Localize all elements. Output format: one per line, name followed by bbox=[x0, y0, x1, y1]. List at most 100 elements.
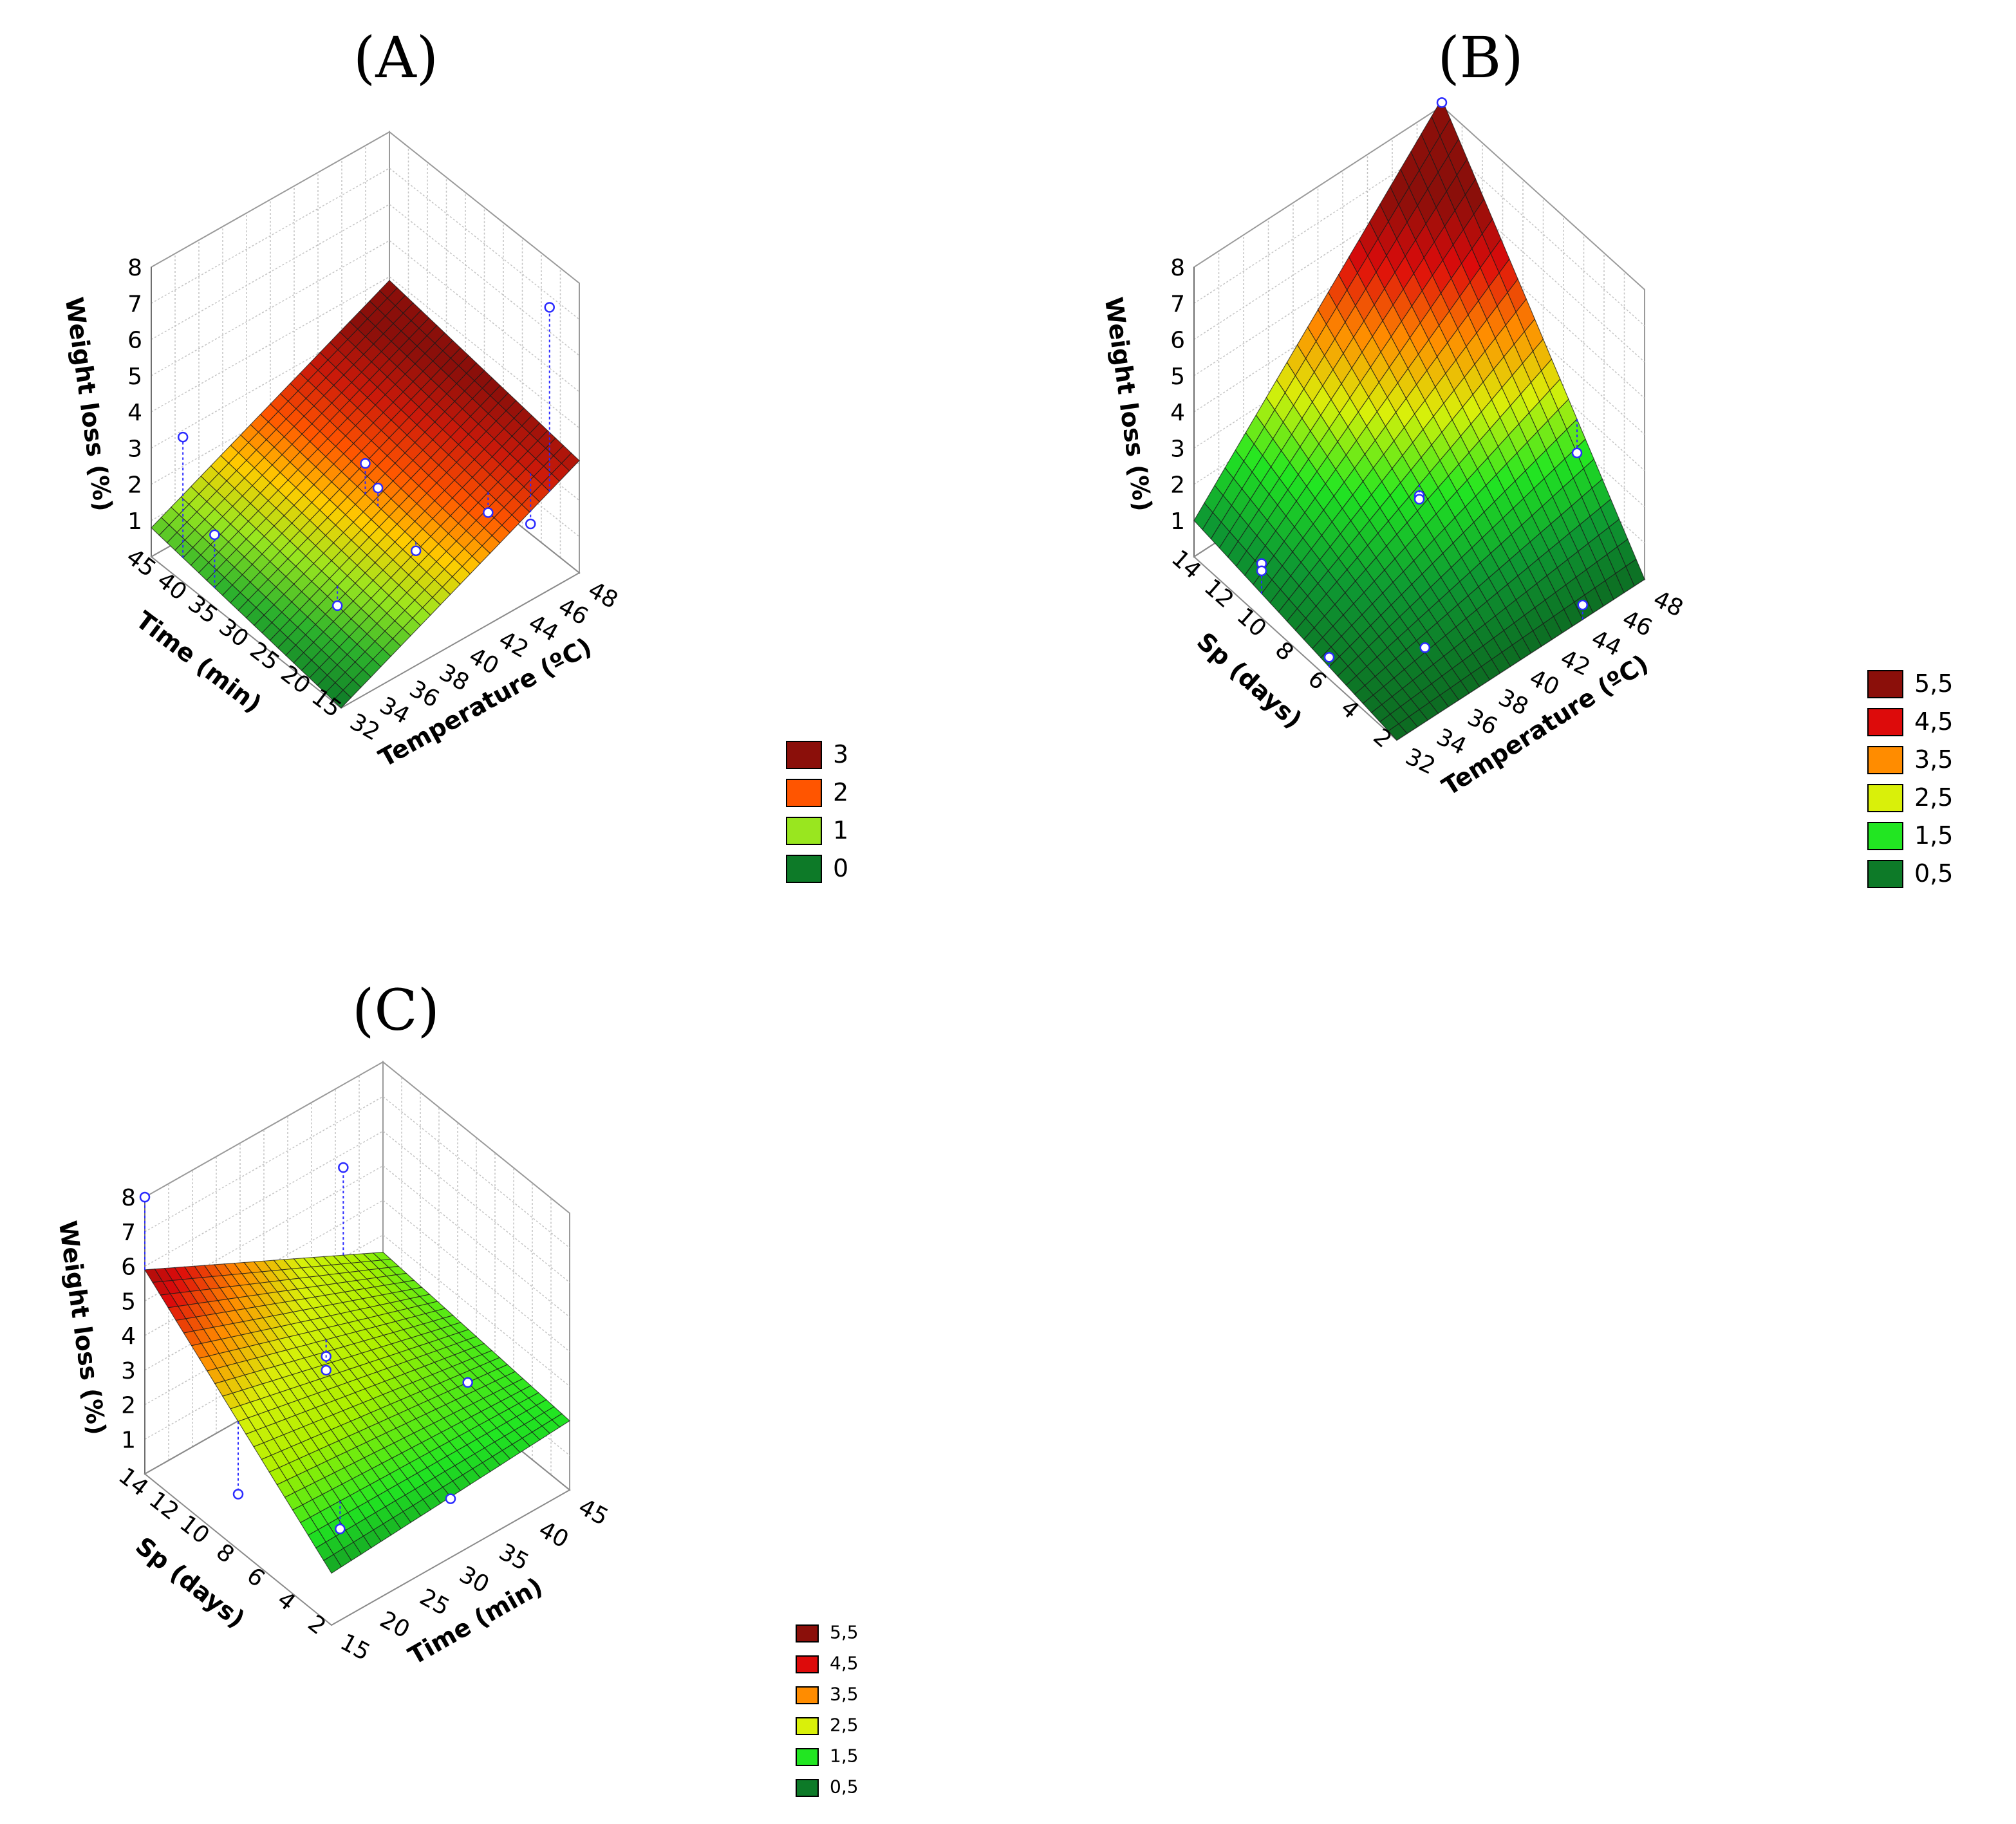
legend-swatch bbox=[1867, 670, 1903, 698]
x-tick-label: 35 bbox=[494, 1539, 533, 1576]
data-point bbox=[331, 600, 343, 611]
legend: 3 2 1 0 bbox=[786, 740, 848, 883]
z-axis-title: Weight loss (%) bbox=[1099, 295, 1157, 513]
x-tick-label: 38 bbox=[1494, 684, 1532, 721]
x-tick-label: 30 bbox=[455, 1561, 494, 1599]
data-point bbox=[544, 302, 555, 313]
x-tick-label: 46 bbox=[1618, 606, 1656, 642]
y-tick-label: 8 bbox=[1270, 637, 1298, 666]
z-tick-label: 8 bbox=[127, 255, 142, 281]
response-surface bbox=[151, 279, 580, 709]
wall-gridline bbox=[144, 1234, 570, 1387]
wall-gridline bbox=[144, 1095, 570, 1249]
data-point bbox=[177, 431, 189, 443]
y-tick-label: 2 bbox=[303, 1610, 330, 1640]
data-point bbox=[1571, 447, 1583, 458]
z-tick-label: 6 bbox=[127, 328, 142, 354]
legend-label: 2 bbox=[833, 778, 848, 806]
z-tick-label: 5 bbox=[1170, 364, 1185, 390]
z-tick-label: 4 bbox=[1170, 400, 1185, 426]
legend-swatch bbox=[1867, 784, 1903, 812]
x-tick-label: 15 bbox=[336, 1629, 375, 1666]
legend-label: 1,5 bbox=[830, 1745, 859, 1766]
z-tick-label: 2 bbox=[1170, 472, 1185, 499]
z-tick-label: 3 bbox=[127, 436, 142, 462]
x-tick-label: 36 bbox=[1463, 704, 1501, 741]
data-point bbox=[525, 518, 536, 530]
z-tick-label: 3 bbox=[121, 1358, 136, 1384]
legend-label: 4,5 bbox=[1914, 707, 1953, 736]
legend-swatch bbox=[796, 1748, 819, 1766]
y-tick-label: 40 bbox=[152, 567, 191, 606]
data-point bbox=[445, 1493, 456, 1504]
panel-title: (B) bbox=[1437, 24, 1523, 91]
y-tick-label: 4 bbox=[272, 1587, 300, 1616]
legend-swatch bbox=[796, 1686, 819, 1704]
legend-label: 5,5 bbox=[830, 1621, 859, 1643]
x-tick-label: 20 bbox=[375, 1606, 414, 1644]
z-axis-title: Weight loss (%) bbox=[60, 295, 118, 513]
legend-label: 0,5 bbox=[1914, 859, 1953, 888]
data-point bbox=[1256, 565, 1267, 577]
z-tick-label: 2 bbox=[127, 472, 142, 499]
legend-swatch bbox=[796, 1624, 819, 1643]
y-tick-label: 10 bbox=[174, 1511, 214, 1549]
z-tick-label: 6 bbox=[121, 1254, 136, 1281]
x-tick-label: 40 bbox=[1526, 665, 1563, 702]
x-tick-label: 48 bbox=[1649, 586, 1687, 622]
data-point bbox=[372, 482, 384, 494]
surface-cell bbox=[323, 1554, 342, 1574]
data-point bbox=[1419, 642, 1430, 653]
legend-swatch bbox=[796, 1655, 819, 1673]
y-tick-label: 35 bbox=[183, 590, 222, 629]
data-point bbox=[360, 458, 371, 469]
legend-swatch bbox=[796, 1717, 819, 1735]
legend-swatch bbox=[786, 855, 822, 883]
z-tick-label: 5 bbox=[127, 364, 142, 390]
legend-label: 1,5 bbox=[1914, 821, 1953, 850]
z-tick-label: 6 bbox=[1170, 328, 1185, 354]
response-surface bbox=[144, 1252, 570, 1574]
x-tick-label: 45 bbox=[574, 1494, 613, 1531]
legend-label: 2,5 bbox=[1914, 783, 1953, 812]
x-tick-label: 42 bbox=[1556, 645, 1594, 682]
legend-label: 0 bbox=[833, 854, 848, 882]
data-point bbox=[1323, 652, 1335, 663]
x-tick-label: 40 bbox=[534, 1516, 573, 1554]
legend-label: 2,5 bbox=[830, 1714, 859, 1735]
legend-label: 1 bbox=[833, 816, 848, 844]
data-point bbox=[139, 1191, 151, 1203]
legend-swatch bbox=[1867, 860, 1903, 888]
x-tick-label: 32 bbox=[1401, 743, 1439, 780]
wall-gridline bbox=[144, 1130, 570, 1283]
legend-label: 0,5 bbox=[830, 1776, 859, 1797]
z-tick-label: 2 bbox=[121, 1393, 136, 1419]
panel-a: (A)12345678323436384042444648Temperature… bbox=[60, 24, 848, 883]
response-surface bbox=[1193, 98, 1645, 741]
data-point bbox=[338, 1162, 349, 1173]
panel-b: (B)12345678323436384042444648Temperature… bbox=[1099, 24, 1953, 888]
z-tick-label: 7 bbox=[127, 291, 142, 317]
wall-gridline bbox=[144, 1165, 570, 1317]
legend: 5,5 4,5 3,5 2,5 1,5 0,5 bbox=[796, 1621, 859, 1797]
data-point bbox=[462, 1377, 473, 1388]
z-tick-label: 5 bbox=[121, 1289, 136, 1315]
legend-label: 3 bbox=[833, 740, 848, 768]
z-tick-label: 8 bbox=[121, 1185, 136, 1211]
data-point bbox=[209, 529, 220, 541]
legend-swatch bbox=[786, 741, 822, 769]
z-tick-label: 1 bbox=[121, 1427, 136, 1453]
legend-swatch bbox=[1867, 708, 1903, 736]
surface-cell bbox=[332, 689, 352, 709]
data-point bbox=[321, 1364, 331, 1376]
y-tick-label: 6 bbox=[1303, 665, 1331, 695]
panel-title: (A) bbox=[353, 24, 438, 91]
y-tick-label: 12 bbox=[1199, 574, 1238, 613]
z-tick-label: 7 bbox=[121, 1220, 136, 1246]
y-tick-label: 12 bbox=[144, 1487, 183, 1525]
z-axis-title: Weight loss (%) bbox=[53, 1219, 111, 1437]
legend-swatch bbox=[786, 817, 822, 845]
z-tick-label: 4 bbox=[127, 400, 142, 426]
